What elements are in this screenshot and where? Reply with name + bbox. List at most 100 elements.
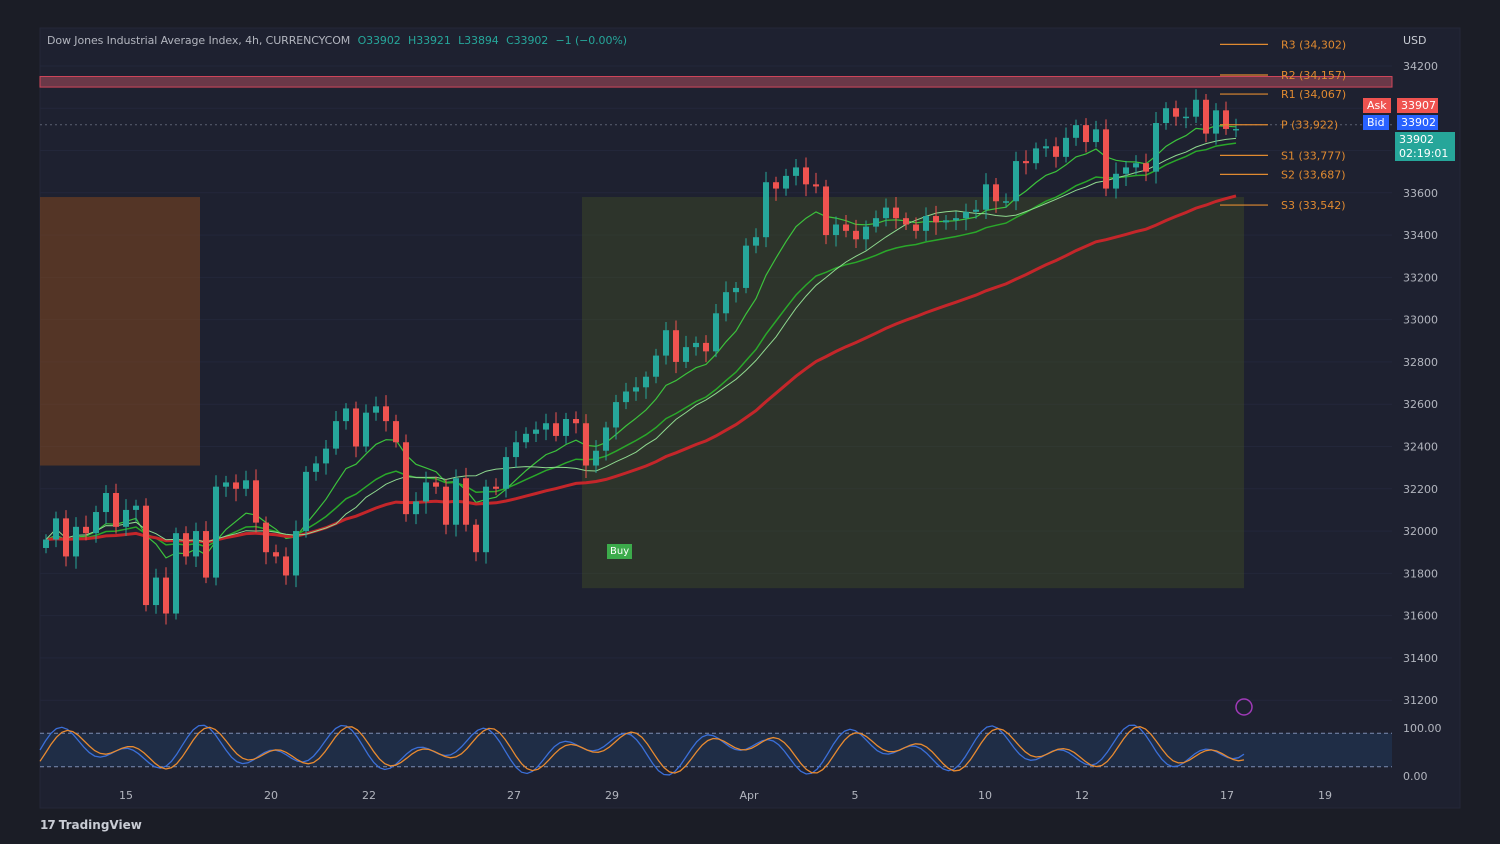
y-tick-label: 32800	[1403, 356, 1438, 369]
ema-fast-line	[45, 124, 1237, 559]
pivot-label: R3 (34,302)	[1281, 38, 1346, 51]
candle-body	[683, 347, 689, 362]
candle-body	[923, 216, 929, 231]
y-tick-label: 33400	[1403, 229, 1438, 242]
candle-body	[283, 556, 289, 576]
candle-body	[1083, 125, 1089, 143]
ohlc-open: O33902	[357, 34, 401, 47]
ask-price-tag: 33907	[1397, 98, 1438, 113]
candle-body	[713, 313, 719, 352]
candle-body	[863, 226, 869, 240]
candle-body	[1213, 110, 1219, 134]
candle-body	[93, 512, 99, 534]
y-tick-label: 31600	[1403, 610, 1438, 623]
candle-body	[873, 218, 879, 227]
candle-body	[1023, 161, 1029, 164]
symbol-header: Dow Jones Industrial Average Index, 4h, …	[47, 34, 631, 47]
candle-body	[1183, 116, 1189, 119]
candle-body	[933, 216, 939, 223]
candle-body	[653, 355, 659, 377]
candle-body	[193, 531, 199, 557]
ohlc-high: H33921	[408, 34, 451, 47]
x-tick-label: 20	[264, 789, 278, 802]
candle-body	[143, 505, 149, 606]
y-tick-label: 33000	[1403, 314, 1438, 327]
candle-body	[63, 518, 69, 557]
candle-body	[533, 429, 539, 434]
bid-label: Bid	[1363, 115, 1389, 130]
y-tick-label: 33600	[1403, 187, 1438, 200]
candle-body	[643, 376, 649, 388]
candle-body	[1063, 137, 1069, 157]
candle-body	[413, 501, 419, 515]
ohlc-low: L33894	[458, 34, 499, 47]
y-tick-label: 32000	[1403, 525, 1438, 538]
candle-body	[1233, 128, 1239, 131]
candle-body	[513, 442, 519, 458]
ask-label: Ask	[1363, 98, 1391, 113]
candle-body	[313, 463, 319, 472]
candle-body	[273, 552, 279, 557]
candle-body	[303, 471, 309, 532]
candle-body	[1173, 108, 1179, 117]
candle-body	[763, 182, 769, 238]
tradingview-brand[interactable]: 17 TradingView	[40, 818, 142, 832]
bullish-zone	[582, 197, 1244, 589]
candle-body	[503, 457, 509, 489]
candle-body	[893, 207, 899, 219]
candle-body	[393, 421, 399, 443]
y-tick-label: 31200	[1403, 694, 1438, 707]
candle-body	[223, 482, 229, 487]
candle-body	[913, 224, 919, 231]
candle-body	[293, 531, 299, 576]
candle-body	[213, 486, 219, 578]
candle-body	[353, 408, 359, 447]
candle-body	[103, 493, 109, 513]
candle-body	[383, 406, 389, 422]
candle-body	[463, 478, 469, 525]
bid-price-tag: 33902	[1397, 115, 1438, 130]
candle-body	[253, 480, 259, 523]
candle-body	[403, 442, 409, 515]
candle-body	[423, 482, 429, 502]
candle-body	[1123, 167, 1129, 174]
resistance-zone	[39, 76, 1393, 88]
candle-body	[593, 450, 599, 466]
candle-body	[733, 287, 739, 293]
stoch-d-line	[39, 726, 1245, 774]
pivot-label: R2 (34,157)	[1281, 69, 1346, 82]
x-tick-label: Apr	[739, 789, 759, 802]
ohlc-change: −1 (−0.00%)	[555, 34, 627, 47]
candle-body	[563, 419, 569, 436]
pivot-label: S1 (33,777)	[1281, 149, 1346, 162]
candle-body	[183, 533, 189, 557]
candle-body	[153, 577, 159, 606]
candle-body	[373, 406, 379, 413]
x-tick-label: 27	[507, 789, 521, 802]
candle-body	[453, 478, 459, 525]
currency-label: USD	[1403, 34, 1427, 47]
stoch-max-label: 100.00	[1403, 722, 1442, 735]
x-tick-label: 19	[1318, 789, 1332, 802]
candle-body	[553, 423, 559, 436]
candle-body	[693, 342, 699, 348]
candle-body	[943, 220, 949, 223]
candle-body	[753, 237, 759, 246]
candle-body	[853, 230, 859, 240]
candle-body	[1033, 148, 1039, 164]
candle-body	[623, 391, 629, 403]
candle-body	[113, 493, 119, 527]
candle-body	[813, 184, 819, 187]
candle-body	[483, 486, 489, 553]
last-price-tag: 33902	[1395, 132, 1455, 147]
candle-body	[993, 184, 999, 202]
pivot-label: P (33,922)	[1281, 119, 1338, 132]
candle-body	[363, 412, 369, 447]
pivot-label: R1 (34,067)	[1281, 88, 1346, 101]
ema-mid-line	[45, 142, 1237, 548]
x-tick-label: 17	[1220, 789, 1234, 802]
candle-body	[583, 423, 589, 466]
tradingview-logo-icon: 17	[40, 818, 56, 832]
